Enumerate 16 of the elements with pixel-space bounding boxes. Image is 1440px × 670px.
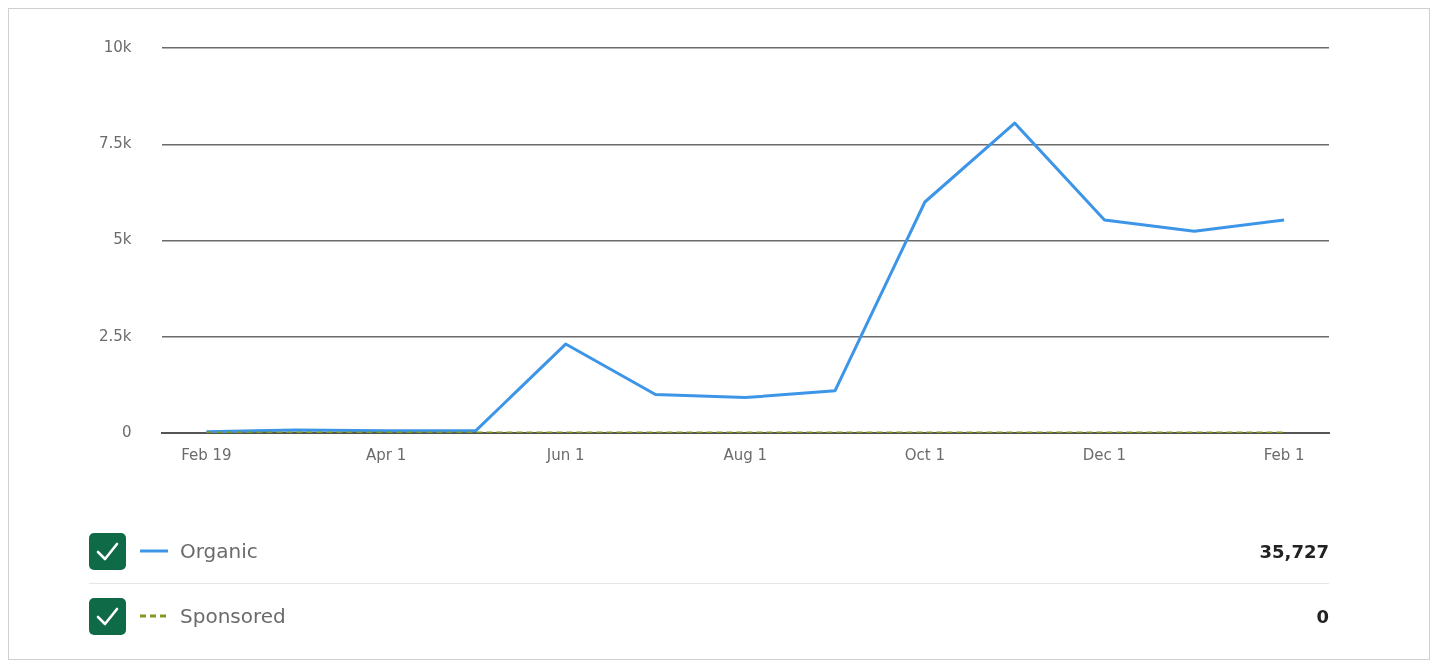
x-tick-label: Oct 1 <box>904 445 945 464</box>
x-tick-label: Dec 1 <box>1082 445 1127 464</box>
y-tick-label: 5k <box>113 230 132 249</box>
y-tick-label: 2.5k <box>98 326 132 345</box>
y-tick-label: 7.5k <box>98 134 132 153</box>
x-tick-label: Feb 19 <box>181 445 232 464</box>
x-tick-label: Aug 1 <box>723 445 768 464</box>
x-tick-label: Apr 1 <box>365 445 407 464</box>
x-tick-label: Feb 1 <box>1263 445 1305 464</box>
legend-label: Organic <box>180 539 258 563</box>
text: 0 <box>1316 605 1329 627</box>
text: 35,727 <box>1259 540 1329 562</box>
y-tick-label: 10k <box>103 37 132 56</box>
legend-label: Sponsored <box>180 604 286 628</box>
y-tick-label: 0 <box>121 422 132 441</box>
x-tick-label: Jun 1 <box>545 445 585 464</box>
